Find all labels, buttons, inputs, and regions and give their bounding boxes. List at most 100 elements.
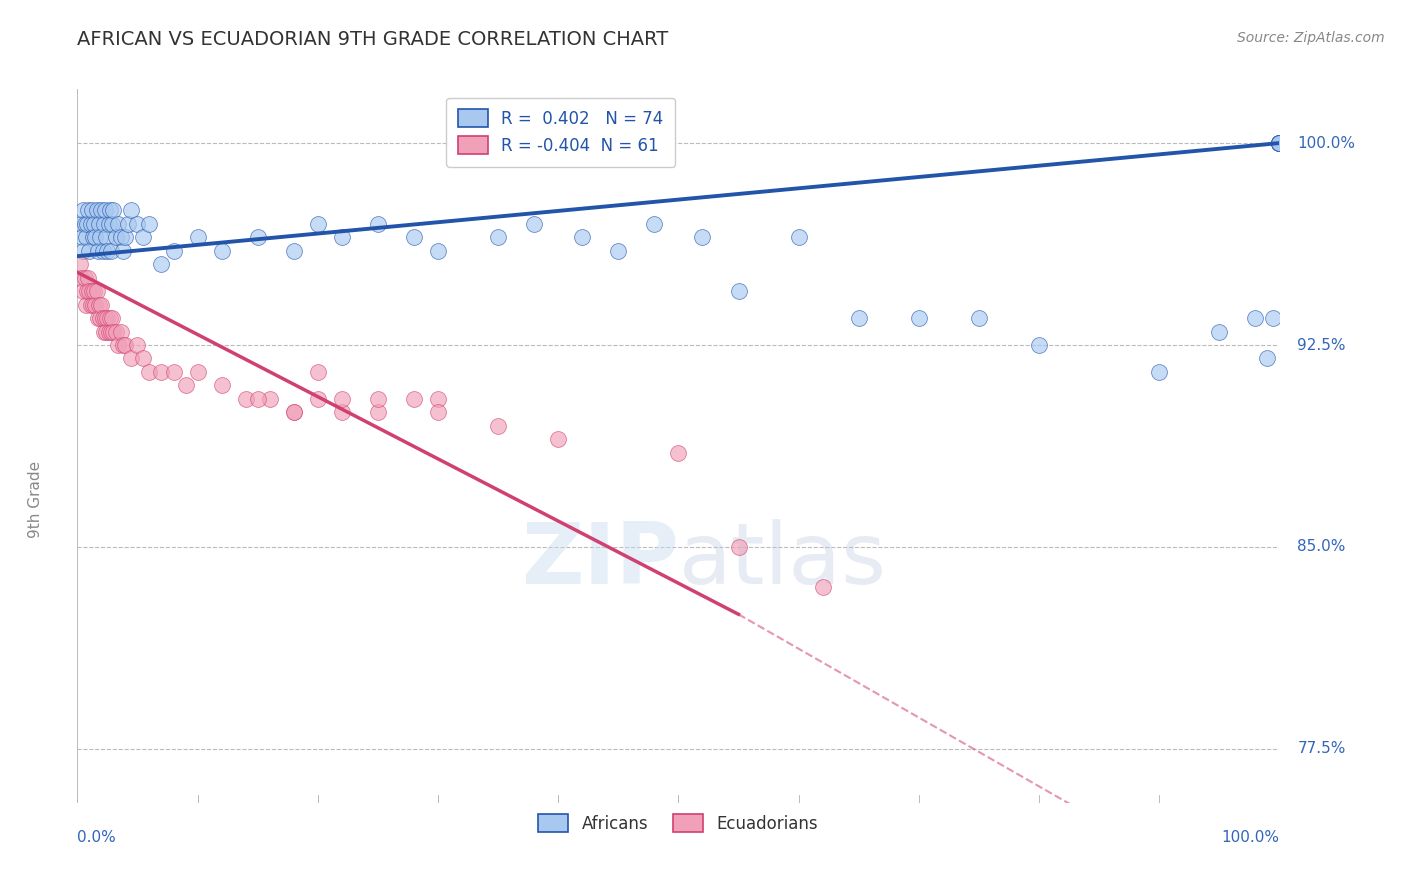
Point — [70, 217, 93, 231]
Point — [97, 325, 120, 339]
Point — [967, 311, 990, 326]
Point — [98, 203, 121, 218]
Point — [1263, 311, 1285, 326]
Point — [330, 392, 353, 406]
Point — [607, 244, 630, 258]
Point — [246, 230, 269, 244]
Text: 85.0%: 85.0% — [1298, 540, 1346, 555]
Point — [427, 405, 450, 419]
Point — [307, 365, 329, 379]
Point — [162, 365, 184, 379]
Point — [367, 405, 389, 419]
Point — [75, 230, 97, 244]
Point — [90, 203, 112, 218]
Point — [908, 311, 931, 326]
Point — [101, 217, 124, 231]
Point — [668, 446, 690, 460]
Point — [138, 217, 160, 231]
Point — [107, 338, 129, 352]
Point — [94, 203, 117, 218]
Point — [186, 365, 209, 379]
Point — [69, 257, 91, 271]
Point — [1268, 136, 1291, 150]
Point — [87, 311, 110, 326]
Point — [83, 284, 105, 298]
Point — [127, 338, 149, 352]
Point — [138, 365, 160, 379]
Point — [643, 217, 665, 231]
Text: 100.0%: 100.0% — [1222, 830, 1279, 845]
Point — [1149, 365, 1171, 379]
Point — [211, 378, 233, 392]
Point — [87, 244, 110, 258]
Point — [692, 230, 714, 244]
Point — [150, 365, 173, 379]
Point — [307, 392, 329, 406]
Point — [73, 217, 96, 231]
Point — [87, 217, 110, 231]
Point — [427, 244, 450, 258]
Point — [787, 230, 810, 244]
Point — [848, 311, 870, 326]
Point — [283, 405, 305, 419]
Point — [120, 203, 142, 218]
Point — [162, 244, 184, 258]
Point — [283, 244, 305, 258]
Point — [98, 311, 121, 326]
Point — [402, 230, 425, 244]
Point — [1268, 136, 1291, 150]
Point — [727, 284, 749, 298]
Point — [114, 230, 136, 244]
Point — [104, 230, 127, 244]
Point — [259, 392, 281, 406]
Point — [1268, 136, 1291, 150]
Point — [427, 392, 450, 406]
Point — [402, 392, 425, 406]
Point — [93, 325, 115, 339]
Point — [76, 217, 98, 231]
Point — [79, 217, 101, 231]
Point — [174, 378, 197, 392]
Point — [811, 580, 834, 594]
Point — [107, 217, 129, 231]
Point — [1244, 311, 1267, 326]
Point — [367, 392, 389, 406]
Point — [1028, 338, 1050, 352]
Point — [76, 284, 98, 298]
Point — [80, 284, 103, 298]
Point — [283, 405, 305, 419]
Text: ZIP: ZIP — [520, 519, 679, 602]
Point — [96, 325, 118, 339]
Point — [82, 298, 104, 312]
Point — [77, 203, 100, 218]
Point — [110, 230, 132, 244]
Point — [84, 298, 107, 312]
Point — [330, 405, 353, 419]
Point — [96, 244, 118, 258]
Point — [87, 298, 110, 312]
Point — [727, 540, 749, 554]
Text: AFRICAN VS ECUADORIAN 9TH GRADE CORRELATION CHART: AFRICAN VS ECUADORIAN 9TH GRADE CORRELAT… — [77, 29, 669, 49]
Point — [93, 217, 115, 231]
Point — [86, 203, 108, 218]
Point — [101, 311, 124, 326]
Point — [117, 217, 139, 231]
Text: 0.0%: 0.0% — [77, 830, 117, 845]
Point — [150, 257, 173, 271]
Point — [91, 244, 114, 258]
Point — [104, 325, 127, 339]
Point — [103, 325, 125, 339]
Point — [211, 244, 233, 258]
Point — [103, 203, 125, 218]
Point — [132, 230, 155, 244]
Point — [83, 217, 105, 231]
Point — [79, 284, 101, 298]
Point — [79, 298, 101, 312]
Point — [1268, 136, 1291, 150]
Point — [70, 270, 93, 285]
Text: atlas: atlas — [679, 519, 886, 602]
Point — [100, 244, 122, 258]
Point — [72, 203, 94, 218]
Point — [367, 217, 389, 231]
Point — [1268, 136, 1291, 150]
